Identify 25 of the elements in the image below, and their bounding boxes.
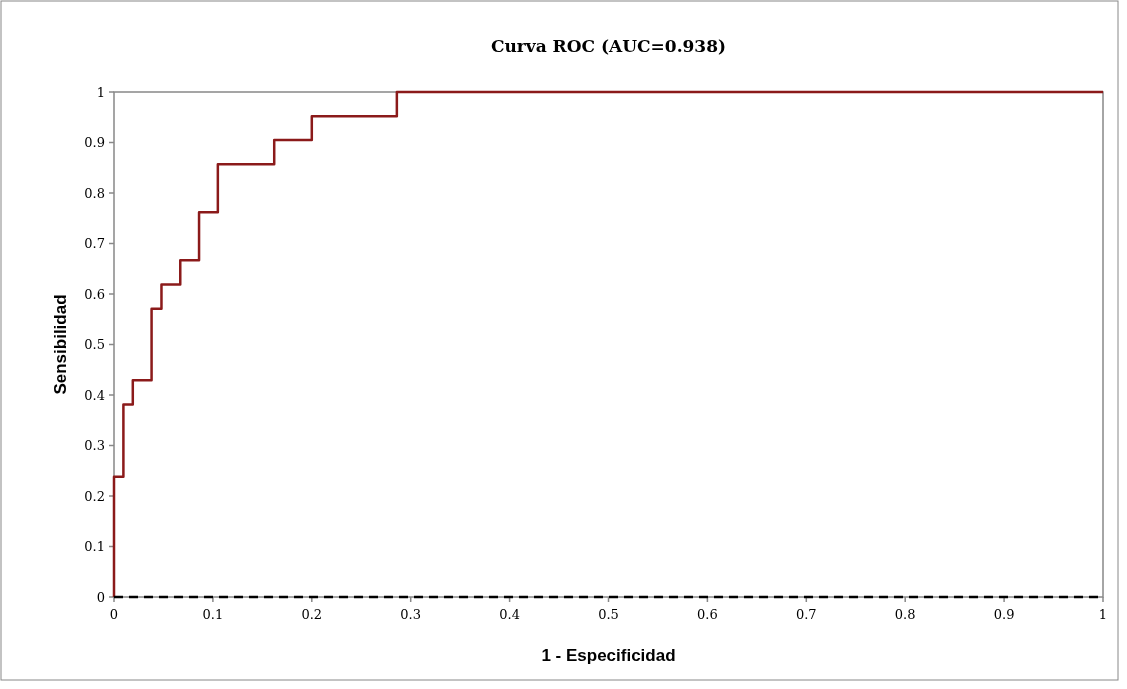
y-tick-label: 0.9 (84, 135, 105, 151)
y-tick-label: 0 (96, 589, 105, 605)
x-tick-label: 0.2 (301, 607, 323, 622)
x-tick-label: 0 (109, 607, 119, 622)
y-tick-label: 0.1 (84, 539, 105, 555)
x-tick-label: 0.9 (993, 607, 1015, 622)
x-tick-label: 0.6 (697, 607, 718, 622)
y-tick-label: 0.2 (84, 488, 105, 504)
x-tick-label: 0.4 (499, 607, 520, 622)
y-tick-label: 0.3 (84, 438, 105, 454)
x-tick-label: 0.8 (894, 607, 916, 622)
x-tick-label: 1 (1098, 607, 1108, 622)
x-tick-label: 0.3 (400, 607, 422, 622)
x-tick-label: 0.1 (202, 607, 224, 622)
y-axis-title: Sensibilidad (51, 294, 70, 395)
y-tick-label: 1 (96, 84, 105, 100)
y-tick-label: 0.4 (84, 387, 105, 403)
x-tick-label: 0.7 (795, 607, 817, 622)
y-tick-label: 0.7 (84, 236, 105, 252)
y-tick-label: 0.6 (84, 286, 105, 302)
chart-title: Curva ROC (AUC=0.938) (490, 36, 727, 56)
y-tick-label: 0.8 (84, 185, 105, 201)
x-axis-title: 1 - Especificidad (541, 646, 676, 665)
x-tick-label: 0.5 (598, 607, 619, 622)
y-tick-label: 0.5 (84, 337, 105, 353)
